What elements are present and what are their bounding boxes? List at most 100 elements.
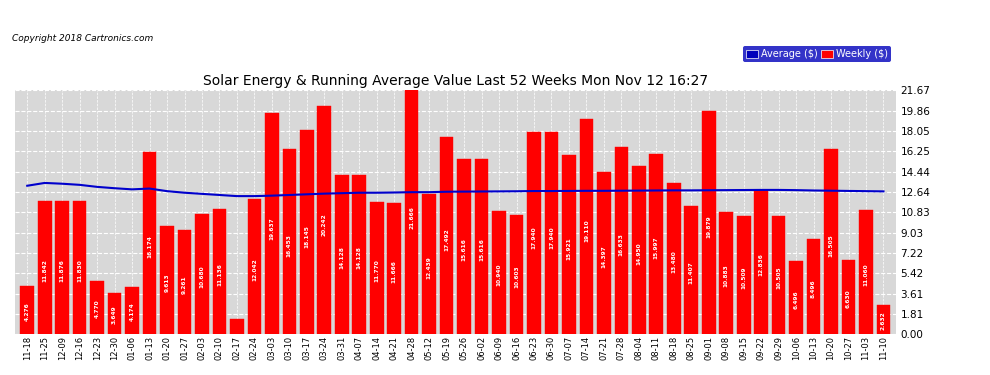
Bar [38, 201, 51, 334]
Text: 20.242: 20.242 [322, 214, 327, 236]
Text: 17.940: 17.940 [549, 226, 554, 249]
Bar [55, 201, 69, 334]
Bar [213, 209, 227, 334]
Bar [615, 147, 629, 334]
Bar [789, 261, 803, 334]
Bar [300, 130, 314, 334]
Bar [21, 286, 34, 334]
Text: 15.921: 15.921 [566, 237, 571, 260]
Bar [108, 293, 122, 334]
Text: 19.637: 19.637 [269, 217, 274, 240]
Text: 19.879: 19.879 [706, 216, 711, 238]
Text: 10.940: 10.940 [497, 264, 502, 286]
Text: 15.616: 15.616 [479, 238, 484, 261]
Text: 21.666: 21.666 [409, 206, 414, 229]
Text: 11.770: 11.770 [374, 260, 379, 282]
Bar [177, 230, 191, 334]
Text: 11.842: 11.842 [43, 259, 48, 282]
Text: 18.145: 18.145 [304, 225, 309, 248]
Text: 9.613: 9.613 [164, 273, 169, 292]
Text: 12.042: 12.042 [251, 258, 256, 280]
Bar [807, 239, 821, 334]
Text: 11.060: 11.060 [863, 263, 868, 286]
Text: 2.632: 2.632 [881, 311, 886, 330]
Bar [475, 159, 488, 334]
Text: 8.496: 8.496 [811, 279, 816, 298]
Bar [649, 154, 663, 334]
Bar [597, 172, 611, 334]
Bar [248, 199, 261, 334]
Bar [387, 203, 401, 334]
Text: 14.128: 14.128 [340, 247, 345, 270]
Text: 12.836: 12.836 [758, 254, 763, 276]
Text: 9.261: 9.261 [182, 275, 187, 294]
Text: 16.174: 16.174 [148, 236, 152, 258]
Text: 11.876: 11.876 [59, 259, 64, 282]
Text: 11.666: 11.666 [392, 260, 397, 283]
Bar [282, 149, 296, 334]
Text: 10.603: 10.603 [514, 266, 519, 288]
Bar [825, 148, 838, 334]
Bar [632, 166, 645, 334]
Text: 15.997: 15.997 [653, 237, 658, 259]
Bar [126, 287, 139, 334]
Text: 17.492: 17.492 [445, 228, 449, 251]
Text: 12.439: 12.439 [427, 256, 432, 279]
Bar [667, 183, 680, 334]
Bar [737, 216, 750, 334]
Bar [562, 155, 576, 334]
Text: 16.505: 16.505 [829, 234, 834, 256]
Title: Solar Energy & Running Average Value Last 52 Weeks Mon Nov 12 16:27: Solar Energy & Running Average Value Las… [203, 74, 708, 88]
Text: 16.453: 16.453 [287, 234, 292, 257]
Bar [143, 152, 156, 334]
Bar [528, 132, 541, 334]
Bar [265, 113, 279, 334]
Bar [335, 175, 348, 334]
Bar [859, 210, 873, 334]
Text: 11.830: 11.830 [77, 259, 82, 282]
Bar [195, 214, 209, 334]
Text: 15.616: 15.616 [461, 238, 466, 261]
Bar [457, 159, 471, 334]
Bar [405, 90, 419, 334]
Text: 4.770: 4.770 [95, 299, 100, 318]
Text: 10.509: 10.509 [742, 266, 746, 289]
Text: 10.883: 10.883 [724, 264, 729, 287]
Text: 6.496: 6.496 [794, 290, 799, 309]
Bar [160, 226, 174, 334]
Bar [440, 137, 453, 334]
Bar [510, 215, 524, 334]
Bar [579, 119, 593, 334]
Text: 11.407: 11.407 [689, 261, 694, 284]
Bar [73, 201, 86, 334]
Text: 16.633: 16.633 [619, 233, 624, 256]
Bar [423, 194, 436, 334]
Text: 13.480: 13.480 [671, 250, 676, 273]
Text: 10.505: 10.505 [776, 266, 781, 289]
Text: 10.680: 10.680 [199, 266, 205, 288]
Bar [544, 132, 558, 334]
Bar [352, 175, 366, 334]
Bar [720, 212, 733, 334]
Text: 11.136: 11.136 [217, 263, 222, 286]
Text: Copyright 2018 Cartronics.com: Copyright 2018 Cartronics.com [12, 34, 153, 43]
Bar [370, 202, 383, 334]
Text: 3.649: 3.649 [112, 305, 117, 324]
Bar [754, 190, 768, 334]
Bar [772, 216, 785, 334]
Text: 4.174: 4.174 [130, 302, 135, 321]
Legend: Average ($), Weekly ($): Average ($), Weekly ($) [743, 46, 891, 62]
Bar [318, 106, 331, 334]
Text: 17.940: 17.940 [532, 226, 537, 249]
Text: 4.276: 4.276 [25, 302, 30, 321]
Bar [702, 111, 716, 334]
Bar [492, 211, 506, 334]
Text: 19.110: 19.110 [584, 220, 589, 242]
Text: 14.128: 14.128 [356, 247, 361, 270]
Bar [842, 260, 855, 334]
Text: 14.950: 14.950 [637, 242, 642, 265]
Text: 6.630: 6.630 [846, 289, 851, 308]
Bar [90, 280, 104, 334]
Bar [230, 319, 244, 334]
Text: 14.397: 14.397 [601, 245, 607, 268]
